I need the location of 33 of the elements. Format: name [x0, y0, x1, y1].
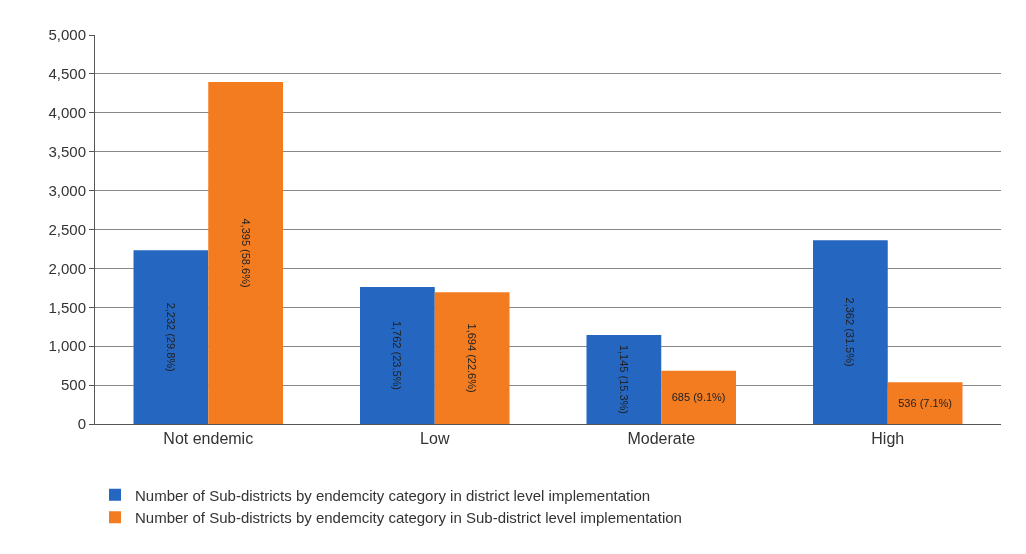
y-tick-label: 2,500 — [48, 220, 86, 238]
bar — [887, 382, 963, 424]
legend-label: Number of Sub-districts by endemcity category in Sub-district level implementation — [135, 509, 682, 527]
bar — [434, 292, 510, 424]
x-tick-label: High — [871, 430, 905, 448]
y-tick-label: 4,000 — [48, 104, 86, 122]
bar — [586, 334, 662, 424]
y-tick-label: 1,000 — [48, 337, 86, 355]
data-label: 2,362 (31.5%) — [844, 297, 857, 367]
data-label: 1,762 (23.5%) — [391, 320, 404, 391]
legend-label: Number of Sub-districts by endemcity category in district level implementation — [135, 486, 651, 504]
y-tick-label: 500 — [60, 376, 86, 394]
data-label: 1,145 (15.3%) — [617, 344, 630, 415]
data-label: 2,232 (29.8%) — [164, 302, 177, 372]
x-tick-label: Not endemic — [163, 430, 254, 448]
data-label: 4,395 (58.6%) — [239, 218, 252, 288]
bar — [360, 286, 435, 424]
y-tick-label: 3,000 — [48, 181, 86, 199]
x-tick-label: Moderate — [627, 430, 696, 448]
y-tick-label: 4,500 — [48, 65, 86, 83]
bar — [208, 82, 283, 424]
y-tick-label: 2,000 — [48, 259, 86, 277]
y-tick-label: 3,500 — [48, 142, 86, 160]
bar — [133, 250, 209, 424]
y-tick-label: 5,000 — [48, 26, 86, 44]
data-label: 1,694 (22.6%) — [466, 323, 479, 393]
y-tick-label: 0 — [77, 415, 86, 433]
data-label: 536 (7.1%) — [898, 397, 953, 410]
bar — [661, 370, 736, 424]
data-label: 685 (9.1%) — [671, 391, 726, 404]
y-tick-label: 1,500 — [48, 298, 86, 316]
x-tick-label: Low — [420, 430, 450, 448]
bar — [813, 240, 888, 424]
